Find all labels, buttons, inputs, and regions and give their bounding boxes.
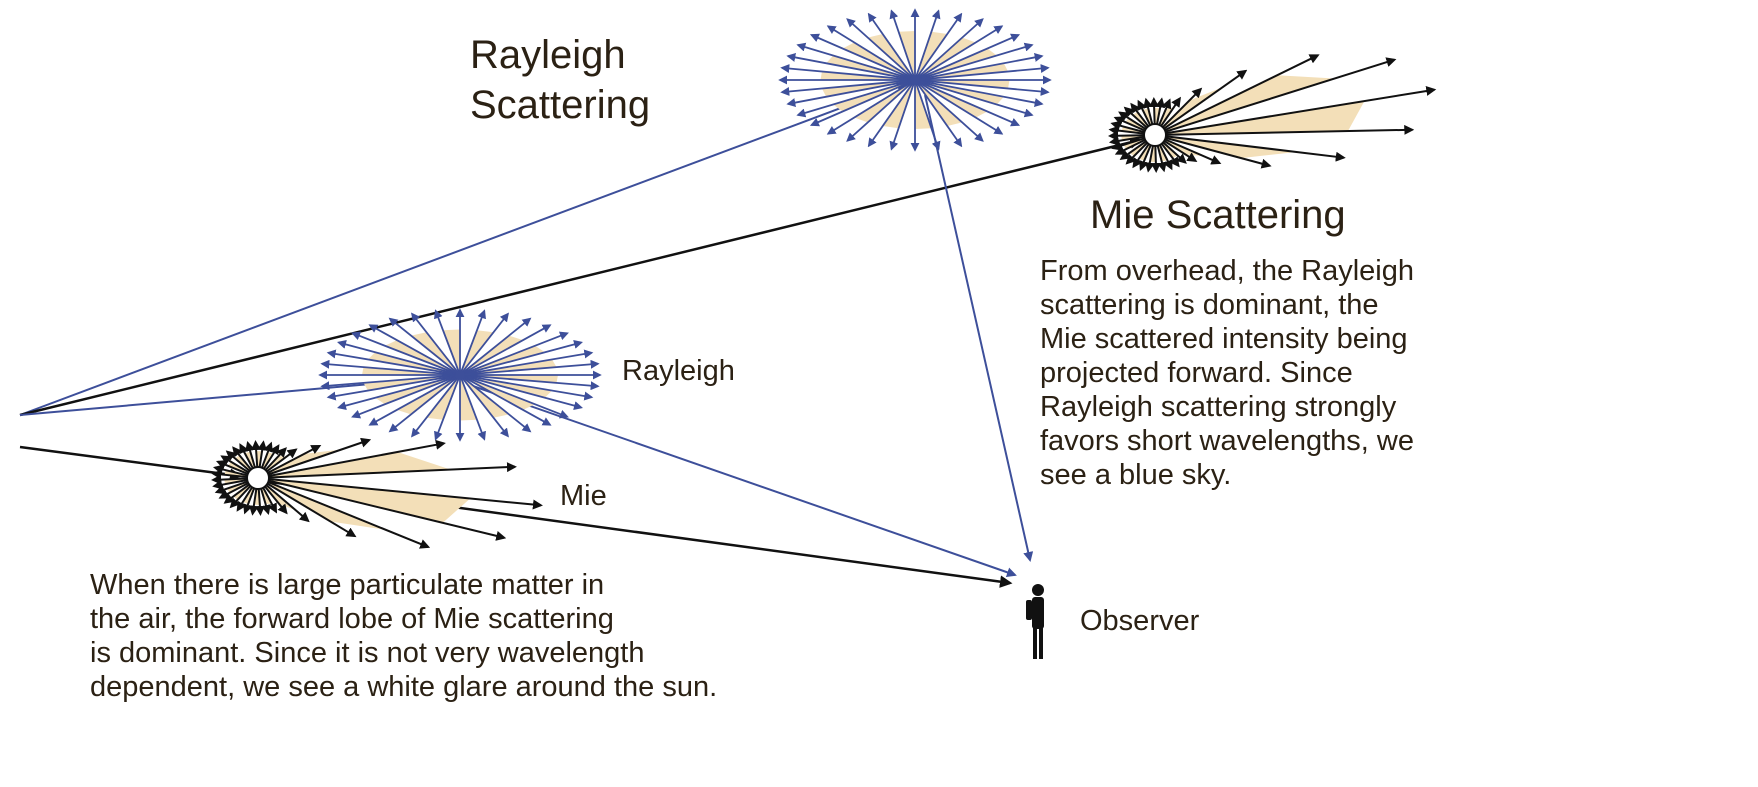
mie-label: Mie (560, 480, 607, 512)
note-line: projected forward. Since (1040, 357, 1353, 389)
note-line: dependent, we see a white glare around t… (90, 671, 717, 703)
ray (925, 95, 1030, 560)
note-line: see a blue sky. (1040, 459, 1231, 491)
particle (910, 75, 920, 85)
note-line: the air, the forward lobe of Mie scatter… (90, 603, 614, 635)
rayleigh-scattering-title: Rayleigh Scattering (470, 33, 650, 127)
title-line: Scattering (470, 83, 650, 127)
particle (1144, 124, 1166, 146)
title-line: Rayleigh (470, 33, 626, 77)
diagram: Rayleigh Scattering Mie Scattering Rayle… (0, 0, 1758, 787)
ray (20, 140, 1140, 415)
ray (20, 84, 905, 415)
ray (20, 447, 240, 476)
note-line: scattering is dominant, the (1040, 289, 1379, 321)
note-line: Rayleigh scattering strongly (1040, 391, 1397, 423)
overhead-note: From overhead, the Rayleigh scattering i… (1040, 255, 1422, 491)
page: {"labels": { "rayleigh_scattering": ["Ra… (0, 0, 1758, 787)
mie-scattering-title: Mie Scattering (1090, 193, 1346, 237)
particle (247, 467, 269, 489)
note-line: is dominant. Since it is not very wavele… (90, 637, 645, 669)
observer-label: Observer (1080, 605, 1200, 637)
rayleigh-label: Rayleigh (622, 355, 735, 387)
note-line: When there is large particulate matter i… (90, 569, 604, 601)
particle (455, 370, 465, 380)
note-line: Mie scattered intensity being (1040, 323, 1408, 355)
particulate-note: When there is large particulate matter i… (90, 569, 717, 703)
note-line: From overhead, the Rayleigh (1040, 255, 1414, 287)
observer-figure (1026, 584, 1044, 659)
note-line: favors short wavelengths, we (1040, 425, 1414, 457)
